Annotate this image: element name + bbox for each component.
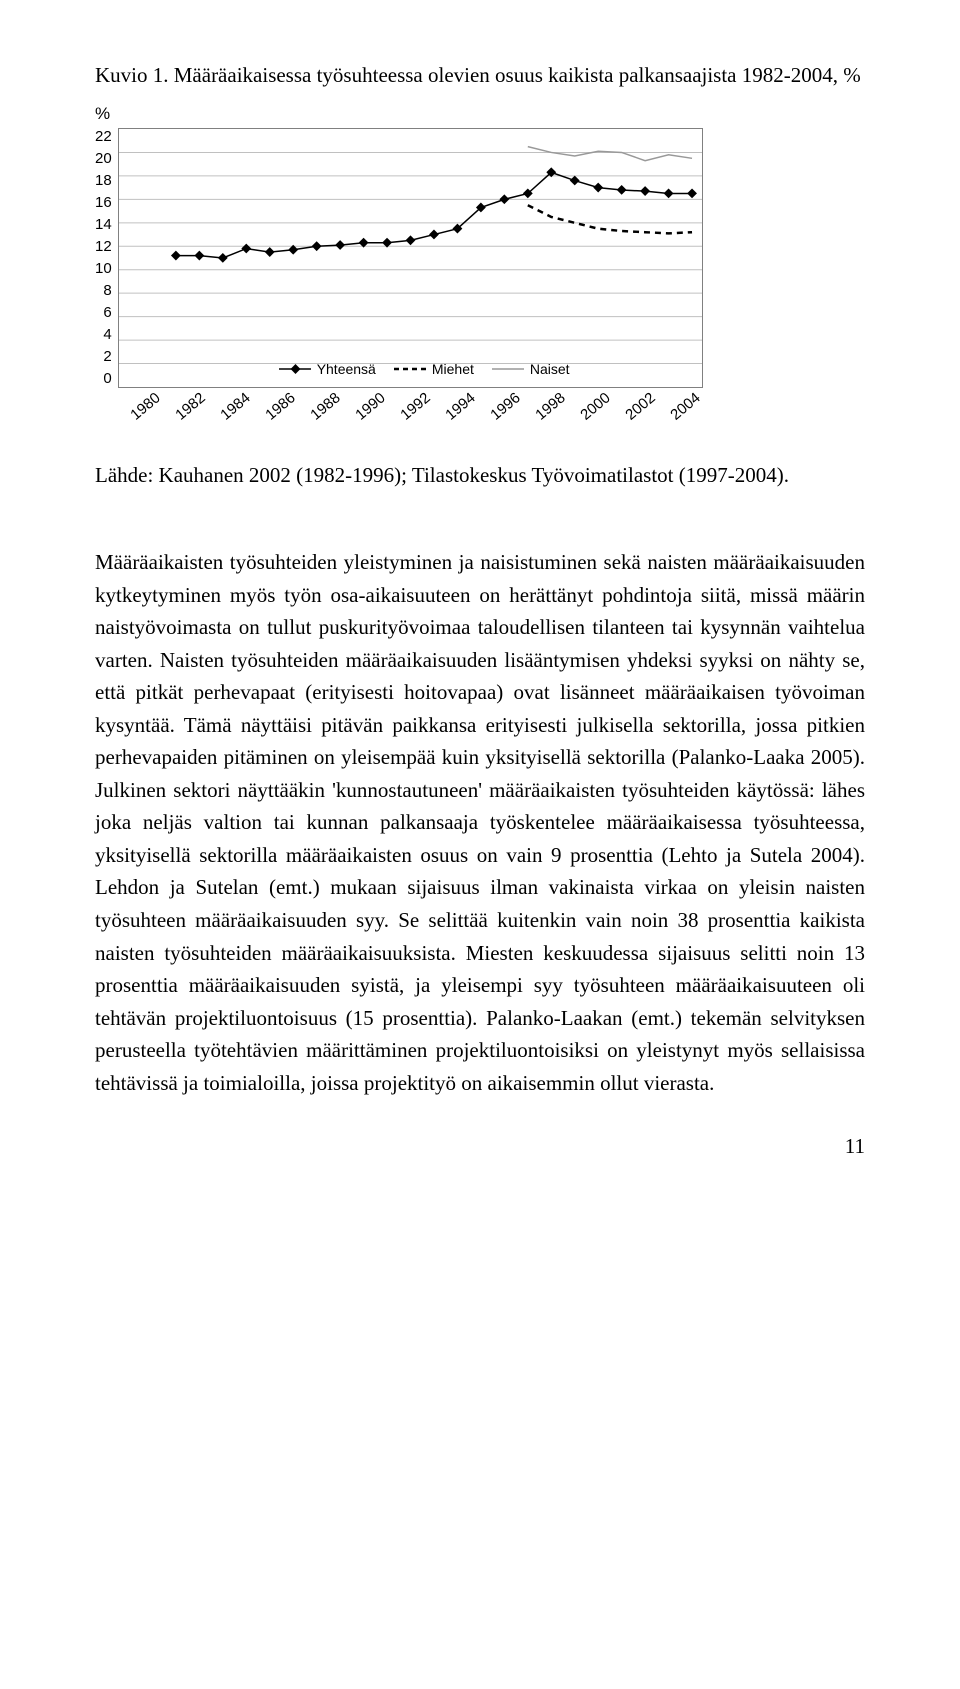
chart-area: 2220181614121086420 Yhteensä Miehet Nais… xyxy=(95,128,865,388)
figure-title: Kuvio 1. Määräaikaisessa työsuhteessa ol… xyxy=(95,60,865,92)
legend-label: Naiset xyxy=(530,361,570,377)
legend-label: Miehet xyxy=(432,361,474,377)
x-ticks: 1980198219841986198819901992199419961998… xyxy=(123,398,708,415)
legend-yhteensa: Yhteensä xyxy=(279,361,376,377)
y-axis-label: % xyxy=(95,104,865,124)
plot: Yhteensä Miehet Naiset xyxy=(118,128,703,388)
legend-miehet: Miehet xyxy=(394,361,474,377)
legend-label: Yhteensä xyxy=(317,361,376,377)
legend: Yhteensä Miehet Naiset xyxy=(279,361,570,377)
body-paragraph: Määräaikaisten työsuhteiden yleistyminen… xyxy=(95,546,865,1099)
page-number: 11 xyxy=(95,1134,865,1159)
legend-naiset: Naiset xyxy=(492,361,570,377)
y-ticks: 2220181614121086420 xyxy=(95,128,118,388)
figure-source: Lähde: Kauhanen 2002 (1982-1996); Tilast… xyxy=(95,460,865,492)
